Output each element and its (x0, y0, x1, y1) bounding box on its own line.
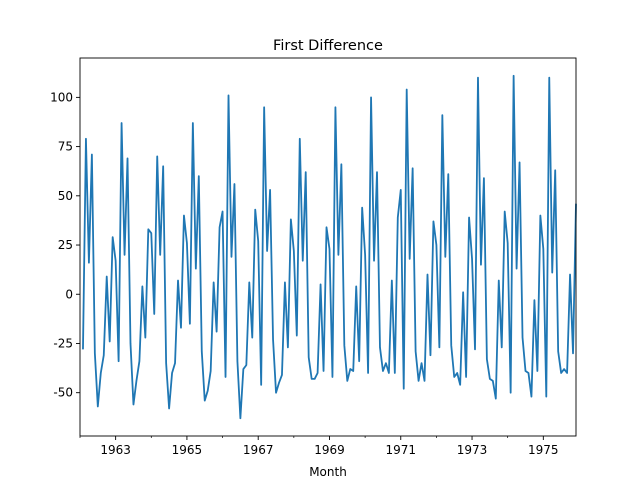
x-tick-label: 1973 (457, 443, 488, 457)
x-tick-label: 1963 (100, 443, 131, 457)
x-tick-label: 1969 (314, 443, 345, 457)
axes-frame (79, 57, 577, 437)
y-tick-label: 25 (58, 238, 73, 252)
series-line (82, 74, 577, 420)
x-axis-label: Month (309, 465, 347, 479)
y-tick-label: -50 (53, 386, 73, 400)
chart-title: First Difference (273, 38, 383, 54)
y-tick-label: 0 (65, 287, 73, 301)
x-tick-label: 1967 (243, 443, 274, 457)
y-tick-label: 75 (58, 140, 73, 154)
x-tick-label: 1965 (172, 443, 203, 457)
y-tick-label: 50 (58, 189, 73, 203)
y-tick-label: -25 (53, 336, 73, 350)
x-tick-label: 1975 (528, 443, 559, 457)
x-tick-label: 1971 (385, 443, 416, 457)
y-tick-label: 100 (50, 90, 73, 104)
plot-area: -50 -25 0 25 50 75 100 1963 1965 1967 1969 1971 1973… (50, 57, 577, 457)
